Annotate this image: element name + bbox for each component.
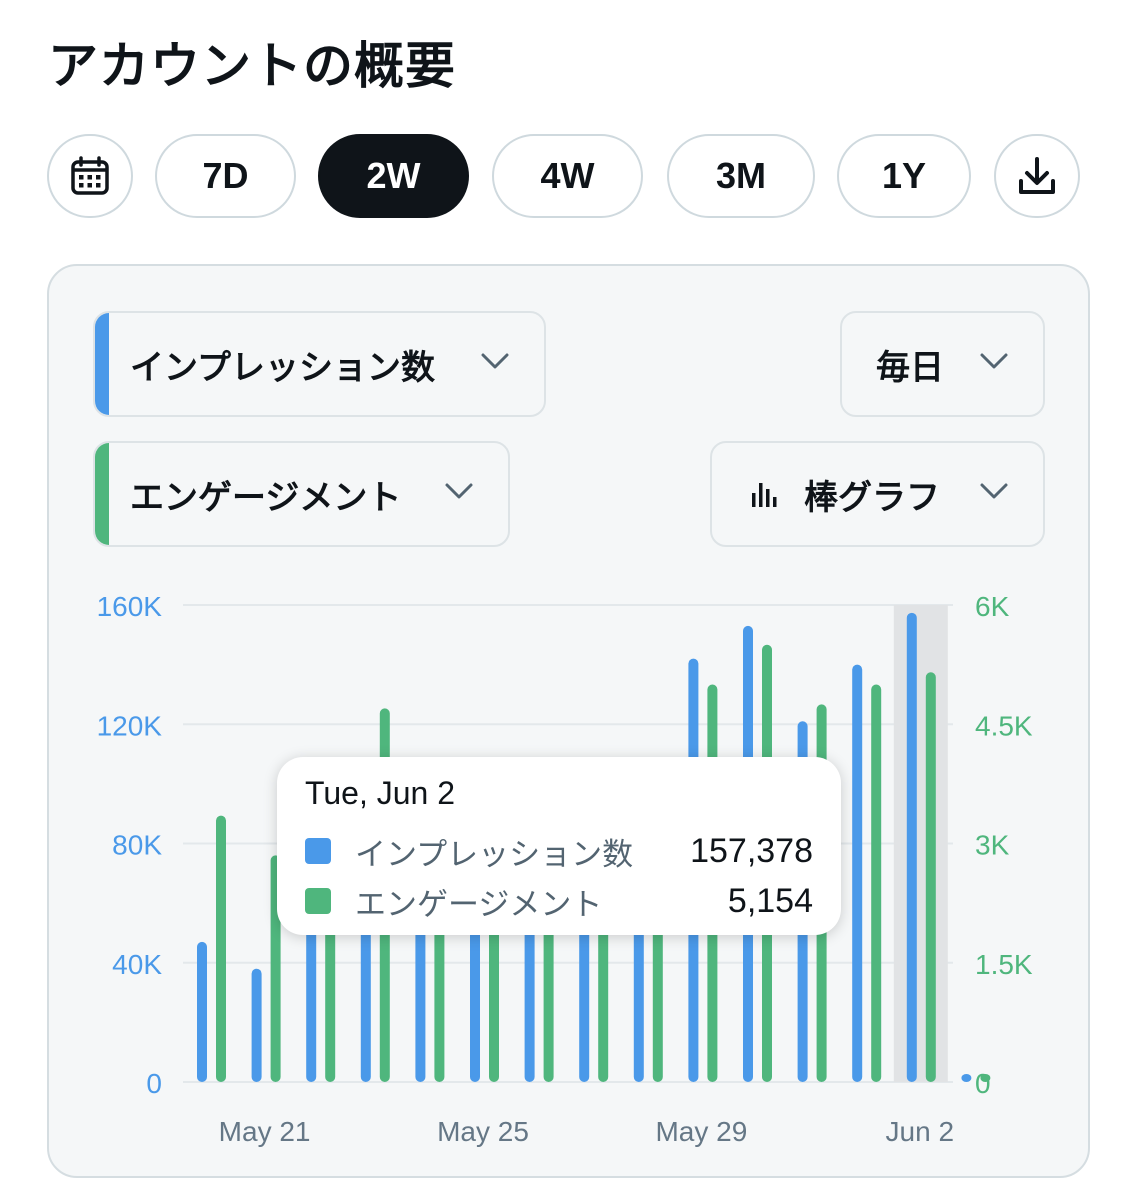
impressions-bar xyxy=(197,941,207,1082)
engagement-bar xyxy=(980,1074,991,1082)
y-right-tick-label: 4.5K xyxy=(975,710,1033,741)
x-tick-label: Jun 2 xyxy=(886,1116,955,1147)
interval-label: 毎日 xyxy=(876,347,944,388)
x-tick-label: May 21 xyxy=(219,1116,311,1147)
highlight-band xyxy=(893,605,948,1082)
y-left-tick-label: 40K xyxy=(112,949,162,980)
interval-dropdown[interactable]: 毎日 xyxy=(840,311,1045,417)
tooltip-row: エンゲージメント 5,154 xyxy=(305,881,813,923)
impressions-bar xyxy=(415,909,426,1082)
metric1-label: インプレッション数 xyxy=(130,347,435,388)
tooltip-label: エンゲージメント xyxy=(355,886,603,923)
engagement-bar xyxy=(871,684,882,1082)
range-3m-button[interactable]: 3M xyxy=(667,134,815,218)
engagement-bar xyxy=(216,815,226,1082)
page-title: アカウントの概要 xyxy=(48,37,456,95)
impressions-bar xyxy=(524,897,535,1082)
chart-type-label: 棒グラフ xyxy=(804,477,940,518)
y-right-tick-label: 6K xyxy=(975,591,1010,622)
engagement-bar xyxy=(652,891,663,1082)
range-4w-button[interactable]: 4W xyxy=(492,134,643,218)
tooltip-row: インプレッション数 157,378 xyxy=(305,831,813,873)
y-right-tick-label: 1.5K xyxy=(975,949,1033,980)
y-right-tick-label: 3K xyxy=(975,830,1010,861)
tooltip-date: Tue, Jun 2 xyxy=(305,775,456,811)
impressions-bar xyxy=(633,909,644,1082)
x-tick-label: May 25 xyxy=(437,1116,529,1147)
impressions-bar xyxy=(852,664,863,1082)
range-1y-button[interactable]: 1Y xyxy=(837,134,971,218)
chart-type-dropdown[interactable]: 棒グラフ xyxy=(710,441,1045,547)
tooltip-label: インプレッション数 xyxy=(355,836,634,873)
chevron-down-icon xyxy=(980,353,1008,369)
chevron-down-icon xyxy=(980,483,1008,499)
metric2-label: エンゲージメント xyxy=(130,477,402,518)
y-left-tick-label: 80K xyxy=(112,830,162,861)
range-7d-button[interactable]: 7D xyxy=(155,134,296,218)
engagement-bar xyxy=(925,672,936,1082)
metric1-color-indicator xyxy=(95,313,109,415)
tooltip-swatch xyxy=(305,888,331,914)
bar-chart-icon xyxy=(752,483,777,507)
range-2w-button[interactable]: 2W xyxy=(318,134,469,218)
download-button[interactable] xyxy=(994,134,1080,218)
y-right-tick-label: 0 xyxy=(975,1068,991,1099)
download-icon xyxy=(1019,157,1055,194)
x-tick-label: May 29 xyxy=(655,1116,747,1147)
metric2-dropdown[interactable]: エンゲージメント xyxy=(93,441,510,547)
calendar-icon xyxy=(71,156,109,195)
y-left-tick-label: 0 xyxy=(146,1068,162,1099)
metric1-dropdown[interactable]: インプレッション数 xyxy=(93,311,546,417)
impressions-bar xyxy=(906,612,917,1082)
impressions-bar xyxy=(961,1074,972,1082)
tooltip-swatch xyxy=(305,838,331,864)
y-left-tick-label: 160K xyxy=(97,591,163,622)
calendar-button[interactable] xyxy=(47,134,133,218)
impressions-bar xyxy=(251,968,262,1082)
metric2-color-indicator xyxy=(95,443,109,545)
chart-tooltip: Tue, Jun 2 インプレッション数 157,378 エンゲージメント 5,… xyxy=(277,757,841,935)
y-left-tick-label: 120K xyxy=(97,710,163,741)
chevron-down-icon xyxy=(481,353,509,369)
tooltip-value: 157,378 xyxy=(690,831,813,870)
tooltip-value: 5,154 xyxy=(727,881,813,920)
chevron-down-icon xyxy=(445,483,473,499)
